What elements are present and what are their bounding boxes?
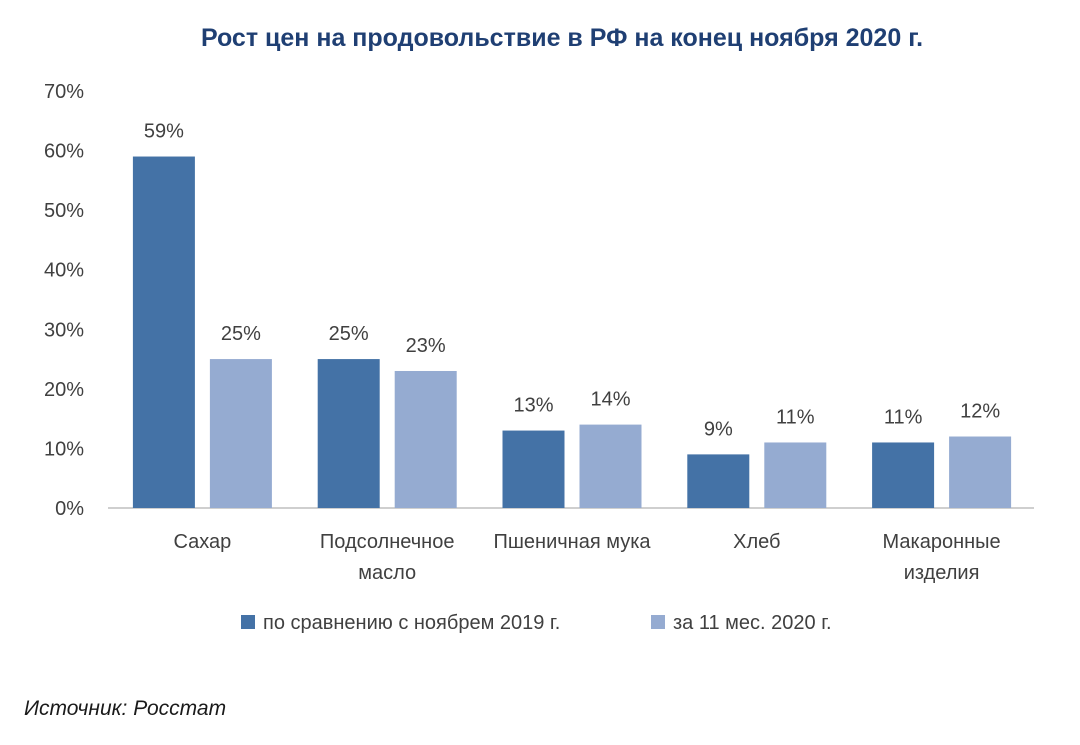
y-tick-label: 50% — [44, 200, 84, 222]
y-tick-label: 60% — [44, 141, 84, 163]
category-label-line: Макаронные — [883, 531, 1001, 553]
bar-1-4 — [687, 454, 750, 508]
legend-label: по сравнению с ноябрем 2019 г. — [263, 612, 560, 634]
y-tick-label: 0% — [55, 498, 84, 520]
y-tick-label: 30% — [44, 319, 84, 341]
legend-label: за 11 мес. 2020 г. — [673, 612, 832, 634]
category-label-line: Пшеничная мука — [493, 531, 651, 553]
source-note: Источник: Росстат — [24, 697, 226, 720]
bar-2-5 — [949, 436, 1012, 508]
data-label: 23% — [406, 335, 446, 357]
bar-2-2 — [394, 370, 457, 508]
data-label: 25% — [221, 323, 261, 345]
data-label: 12% — [960, 401, 1000, 423]
data-labels: 59% 25% 25% 23% 13% 14% 9% 11% 11% 12% — [144, 121, 1000, 441]
category-label: Макаронные изделия — [883, 531, 1001, 584]
category-labels: Сахар Подсолнечное масло Пшеничная мука Хлеб… — [173, 531, 1000, 584]
bar-2-3 — [579, 424, 642, 508]
bars — [132, 156, 1012, 508]
chart-title: Рост цен на продовольствие в РФ на конец… — [201, 24, 923, 52]
bar-1-2 — [317, 359, 380, 508]
category-label-line: Подсолнечное — [320, 531, 455, 553]
legend-swatch — [651, 615, 665, 629]
y-axis-tick-labels: 0% 10% 20% 30% 40% 50% 60% 70% — [44, 81, 84, 520]
bar-1-5 — [872, 442, 935, 508]
data-label: 25% — [329, 323, 369, 345]
y-tick-label: 20% — [44, 379, 84, 401]
category-label: Пшеничная мука — [493, 531, 651, 553]
y-tick-label: 70% — [44, 81, 84, 103]
y-tick-label: 10% — [44, 438, 84, 460]
category-label: Хлеб — [733, 531, 780, 553]
category-label: Сахар — [173, 531, 231, 553]
category-label: Подсолнечное масло — [320, 531, 455, 584]
data-label: 14% — [590, 389, 630, 411]
category-label-line: масло — [358, 562, 416, 584]
category-label-line: Хлеб — [733, 531, 780, 553]
data-label: 11% — [884, 406, 923, 428]
category-label-line: Сахар — [173, 531, 231, 553]
bar-2-4 — [764, 442, 827, 508]
bar-1-1 — [132, 156, 195, 508]
data-label: 9% — [704, 418, 733, 440]
bar-2-1 — [209, 359, 272, 508]
category-label-line: изделия — [904, 562, 980, 584]
legend-swatch — [241, 615, 255, 629]
bar-1-3 — [502, 430, 565, 508]
data-label: 13% — [513, 395, 553, 417]
legend: по сравнению с ноябрем 2019 г. за 11 мес.… — [241, 612, 832, 634]
data-label: 11% — [776, 406, 815, 428]
data-label: 59% — [144, 121, 184, 143]
y-tick-label: 40% — [44, 260, 84, 282]
